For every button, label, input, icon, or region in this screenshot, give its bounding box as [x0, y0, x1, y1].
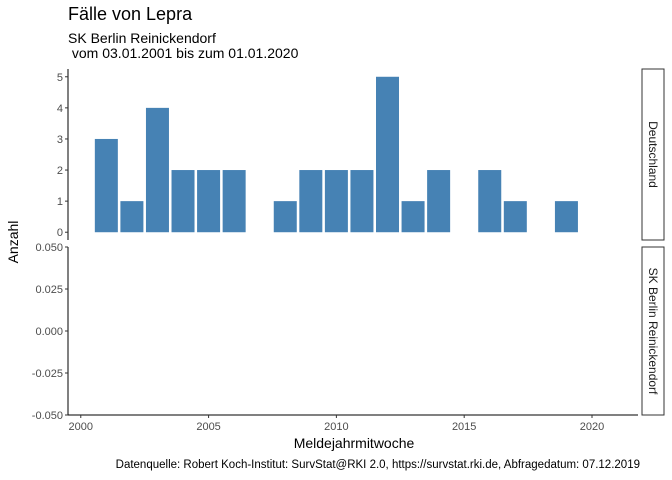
bar — [401, 201, 425, 233]
bar — [503, 201, 527, 233]
x-axis-title: Meldejahrmitwoche — [294, 435, 415, 451]
facet-strip — [641, 246, 665, 416]
bar — [324, 170, 348, 233]
bar — [554, 201, 578, 233]
bar — [376, 76, 400, 233]
y-tick-label: 3 — [57, 134, 63, 146]
x-axis: 2000 2005 2010 2015 2020 — [68, 414, 638, 433]
y-tick-label: -0.025 — [32, 368, 63, 380]
y-tick-label: 5 — [57, 72, 63, 84]
bar — [145, 107, 169, 233]
bar — [171, 170, 195, 233]
chart-subtitle: SK Berlin Reinickendorf vom 03.01.2001 b… — [68, 31, 298, 61]
bar — [299, 170, 323, 233]
data-source-caption: Datenquelle: Robert Koch-Institut: SurvS… — [115, 459, 640, 471]
y-tick-label: 2 — [57, 165, 63, 177]
y-tick-label: 0.050 — [35, 242, 63, 254]
x-tick-label: 2020 — [580, 421, 604, 433]
chart-title: Fälle von Lepra — [68, 4, 193, 24]
x-tick-label: 2010 — [324, 421, 348, 433]
facet-panel: 0 1 2 3 4 5 Deutschland — [57, 68, 665, 241]
subtitle-region: SK Berlin Reinickendorf — [68, 30, 216, 46]
bar — [94, 138, 118, 233]
x-tick-label: 2000 — [69, 421, 93, 433]
y-axis-title: Anzahl — [5, 221, 21, 264]
x-tick-label: 2005 — [196, 421, 220, 433]
bar — [273, 201, 297, 233]
y-tick-label: 4 — [57, 103, 63, 115]
facet-panels: 0 1 2 3 4 5 Deutschland -0.050 -0.025 0.000 0.025 0… — [32, 68, 665, 422]
facet-strip-label: SK Berlin Reinickendorf — [646, 268, 660, 395]
facet-strip — [641, 68, 665, 241]
y-tick-label: -0.050 — [32, 410, 63, 422]
bar — [222, 170, 246, 233]
facet-panel: -0.050 -0.025 0.000 0.025 0.050 SK Berlin Rei… — [32, 242, 665, 422]
bar — [427, 170, 451, 233]
facet-strip-label: Deutschland — [646, 121, 660, 188]
y-tick-label: 0 — [57, 227, 63, 239]
subtitle-date-range: vom 03.01.2001 bis zum 01.01.2020 — [68, 45, 299, 61]
bar — [350, 170, 374, 233]
x-tick-label: 2015 — [452, 421, 476, 433]
bar — [478, 170, 502, 233]
y-tick-label: 0.000 — [35, 326, 63, 338]
bar — [120, 201, 144, 233]
y-tick-label: 0.025 — [35, 284, 63, 296]
y-tick-label: 1 — [57, 196, 63, 208]
bar — [197, 170, 221, 233]
